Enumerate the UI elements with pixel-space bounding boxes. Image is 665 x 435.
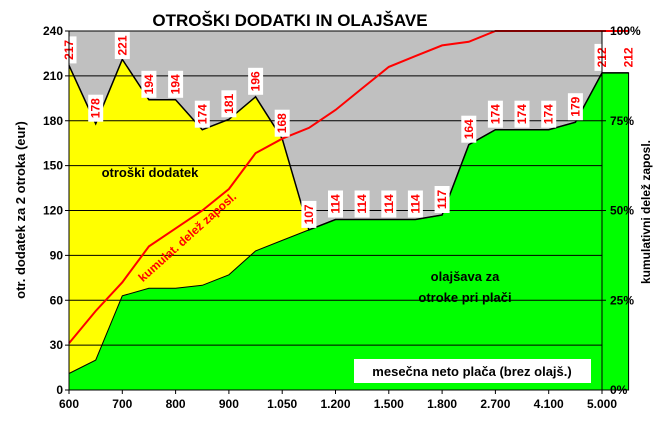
data-label-box — [434, 186, 450, 213]
y-tick-label: 150 — [43, 159, 63, 173]
chart-title: OTROŠKI DODATKI IN OLAJŠAVE — [152, 11, 427, 30]
data-label-4: 194 — [141, 70, 157, 98]
data-label-13: 114 — [381, 190, 397, 218]
data-label-box — [88, 94, 104, 122]
y-axis-right-title: kumulativni delež zaposl. — [639, 140, 653, 284]
data-label-9: 168 — [274, 109, 290, 137]
data-label-5: 194 — [168, 70, 184, 98]
total-outline — [68, 57, 629, 231]
data-label-22: 212 — [621, 43, 637, 71]
x-tick-label: 1.200 — [320, 397, 350, 411]
y-right-tick-label: 100% — [610, 24, 641, 38]
y-tick-label: 30 — [50, 338, 64, 352]
data-label-17: 174 — [487, 100, 503, 128]
data-label-box — [194, 100, 210, 128]
data-label-text: 114 — [355, 194, 369, 214]
x-axis-title-box — [354, 359, 591, 383]
x-axis-title: mesečna neto plača (brez olajš.) — [372, 364, 571, 379]
data-label-text: 181 — [222, 93, 236, 113]
x-tick-label: 2.700 — [480, 397, 510, 411]
data-label-text: 107 — [302, 204, 316, 224]
x-tick-label: 1.050 — [267, 397, 297, 411]
data-label-box — [567, 93, 583, 121]
y-right-tick-label: 75% — [610, 114, 634, 128]
data-label-text: 178 — [89, 98, 103, 118]
data-label-text: 194 — [169, 74, 183, 94]
x-tick-label: 900 — [219, 397, 239, 411]
data-label-text: 164 — [462, 119, 476, 139]
data-label-box — [274, 109, 290, 137]
x-tick-label: 600 — [59, 397, 79, 411]
data-label-12: 114 — [354, 190, 370, 218]
data-label-7: 181 — [221, 90, 237, 118]
x-tick-label: 700 — [112, 397, 132, 411]
data-label-box — [248, 67, 264, 95]
annotation-tax-relief-line1: olajšava za — [431, 269, 500, 284]
data-label-text: 168 — [275, 113, 289, 133]
data-label-text: 117 — [435, 189, 449, 209]
total-outline-layer — [68, 57, 629, 231]
y-right-tick-label: 0% — [610, 383, 628, 397]
data-label-box — [541, 100, 557, 128]
data-label-6: 174 — [194, 100, 210, 128]
data-label-16: 164 — [461, 115, 477, 143]
axes: 0 30 60 90 120 150 180 210 240 0% 25% 50% 75% 100% 600… — [43, 24, 641, 411]
data-label-box — [301, 200, 317, 228]
data-label-text: 221 — [115, 35, 129, 55]
y-right-tick-label: 50% — [610, 204, 634, 218]
annotation-child-allowance: otroški dodatek — [102, 165, 200, 180]
data-label-text: 194 — [142, 74, 156, 94]
y-tick-label: 60 — [50, 293, 64, 307]
data-label-text: 174 — [195, 104, 209, 124]
y-tick-label: 210 — [43, 69, 63, 83]
y-tick-label: 240 — [43, 24, 63, 38]
y-tick-label: 120 — [43, 204, 63, 218]
x-tick-label: 1.500 — [374, 397, 404, 411]
data-label-text: 114 — [382, 194, 396, 214]
data-label-box — [381, 190, 397, 218]
data-label-8: 196 — [248, 67, 264, 95]
data-label-box — [461, 115, 477, 143]
y-tick-label: 0 — [56, 383, 63, 397]
data-label-box — [621, 43, 637, 71]
x-tick-label: 1.800 — [427, 397, 457, 411]
y-right-tick-label: 25% — [610, 293, 634, 307]
data-label-20: 179 — [567, 93, 583, 121]
data-label-box — [487, 100, 503, 128]
data-label-box — [407, 190, 423, 218]
x-tick-label: 5.000 — [587, 397, 617, 411]
data-label-text: 174 — [515, 104, 529, 124]
data-label-box — [168, 70, 184, 98]
data-label-text: 174 — [488, 104, 502, 124]
data-label-text: 196 — [249, 71, 263, 91]
y-tick-label: 90 — [50, 248, 64, 262]
x-tick-label: 800 — [166, 397, 186, 411]
y-axis-title: otr. dodatek za 2 otroka (eur) — [13, 121, 28, 299]
annotation-tax-relief-line2: otroke pri plači — [418, 290, 511, 305]
data-label-19: 174 — [541, 100, 557, 128]
data-label-2: 178 — [88, 94, 104, 122]
data-label-11: 114 — [328, 190, 343, 218]
x-tick-label: 4.100 — [534, 397, 564, 411]
data-label-text: 114 — [329, 194, 343, 214]
data-label-text: 212 — [622, 47, 636, 67]
data-label-box — [141, 70, 157, 98]
data-label-15: 117 — [434, 186, 450, 213]
data-label-box — [221, 90, 237, 118]
data-label-text: 174 — [542, 104, 556, 124]
data-label-text: 179 — [568, 96, 582, 116]
data-label-3: 221 — [114, 32, 130, 59]
data-label-box — [114, 32, 130, 59]
y-tick-label: 180 — [43, 114, 63, 128]
data-label-text: 114 — [408, 194, 422, 214]
data-label-18: 174 — [514, 100, 530, 128]
data-label-box — [354, 190, 370, 218]
data-label-10: 107 — [301, 200, 317, 228]
data-label-box — [328, 190, 343, 218]
data-label-14: 114 — [407, 190, 423, 218]
data-label-box — [514, 100, 530, 128]
